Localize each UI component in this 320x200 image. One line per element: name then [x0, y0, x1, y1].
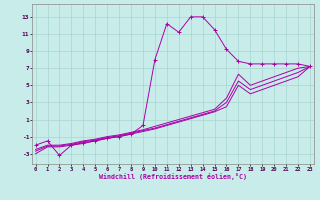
X-axis label: Windchill (Refroidissement éolien,°C): Windchill (Refroidissement éolien,°C) — [99, 173, 247, 180]
